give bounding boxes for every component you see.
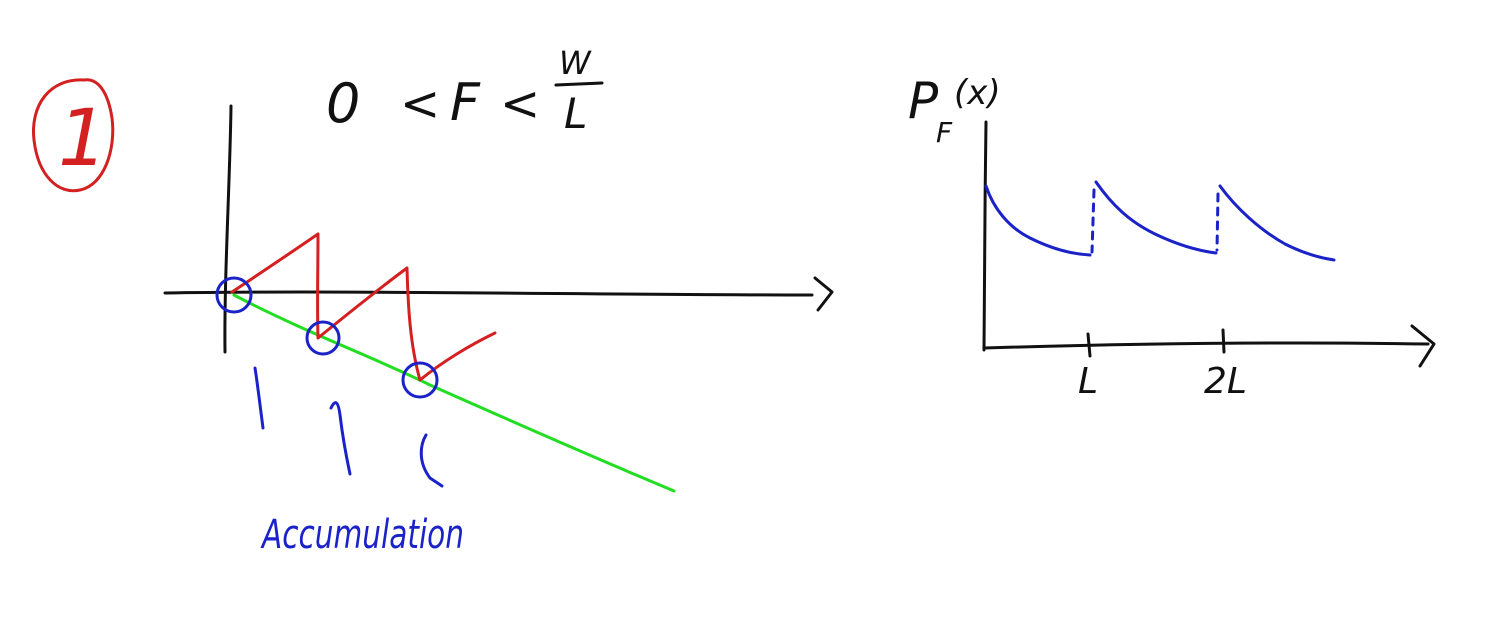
right-x-axis: [982, 341, 1430, 350]
right-ylabel-sub: F: [936, 116, 953, 149]
condition-lt-2: <: [500, 76, 540, 132]
left-x-arrowhead: [813, 276, 834, 312]
right-x-arrowhead: [1410, 324, 1436, 368]
tick-label-L: L: [1078, 361, 1098, 402]
discontinuity-dash-2L: [1215, 192, 1220, 252]
step-number-badge: 1: [31, 78, 115, 193]
accumulation-circle-3: [401, 361, 439, 399]
tick-label-2L: 2L: [1204, 361, 1247, 402]
tick-mark-L: [1086, 332, 1092, 358]
right-ylabel-arg: (x): [954, 73, 1001, 113]
right-ylabel-main: P: [908, 72, 939, 130]
condition-lhs: 0: [326, 72, 360, 135]
green-drift-line: [232, 293, 676, 493]
left-y-axis: [223, 104, 233, 354]
discontinuity-dash-L: [1090, 188, 1096, 254]
tick-mark-2L: [1221, 328, 1226, 354]
left-x-axis: [163, 290, 814, 297]
pointer-arrow-3: [419, 433, 444, 488]
density-segment-2: [1094, 180, 1218, 255]
right-plot: P F (x) L 2L: [908, 72, 1436, 402]
fraction-denominator: L: [564, 89, 587, 138]
accumulation-circle-2: [305, 320, 341, 356]
step-circle: [31, 78, 115, 193]
red-sawtooth-path: [230, 232, 497, 382]
density-segment-3: [1218, 184, 1336, 262]
fraction-bar: [554, 81, 604, 87]
accumulation-circle-1: [215, 276, 253, 314]
right-y-axis: [982, 120, 988, 352]
accumulation-label: Accumulation: [260, 512, 464, 558]
fraction-numerator: W: [559, 44, 592, 82]
density-segment-1: [984, 184, 1092, 257]
condition-inequality: 0 < F < W L: [326, 44, 604, 138]
step-number: 1: [58, 94, 108, 184]
pointer-arrow-1: [253, 366, 265, 430]
pointer-arrow-2: [329, 401, 352, 476]
left-plot: Accumulation: [163, 104, 834, 558]
condition-lt-1: <: [400, 76, 440, 132]
condition-force: F: [450, 73, 481, 133]
